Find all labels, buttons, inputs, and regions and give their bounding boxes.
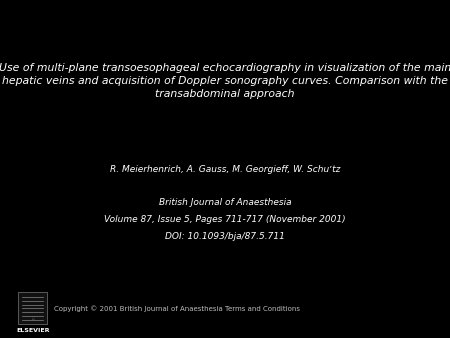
Bar <box>18 292 47 324</box>
Text: 🌿: 🌿 <box>32 316 34 320</box>
Text: Volume 87, Issue 5, Pages 711-717 (November 2001): Volume 87, Issue 5, Pages 711-717 (Novem… <box>104 215 346 224</box>
Text: Copyright © 2001 British Journal of Anaesthesia Terms and Conditions: Copyright © 2001 British Journal of Anae… <box>54 305 300 312</box>
Text: Use of multi-plane transoesophageal echocardiography in visualization of the mai: Use of multi-plane transoesophageal echo… <box>0 63 450 99</box>
Text: British Journal of Anaesthesia: British Journal of Anaesthesia <box>159 198 291 207</box>
Text: ELSEVIER: ELSEVIER <box>16 328 50 333</box>
Text: R. Meierhenrich, A. Gauss, M. Georgieff, W. Schuʼtz: R. Meierhenrich, A. Gauss, M. Georgieff,… <box>110 165 340 173</box>
Text: DOI: 10.1093/bja/87.5.711: DOI: 10.1093/bja/87.5.711 <box>165 232 285 241</box>
